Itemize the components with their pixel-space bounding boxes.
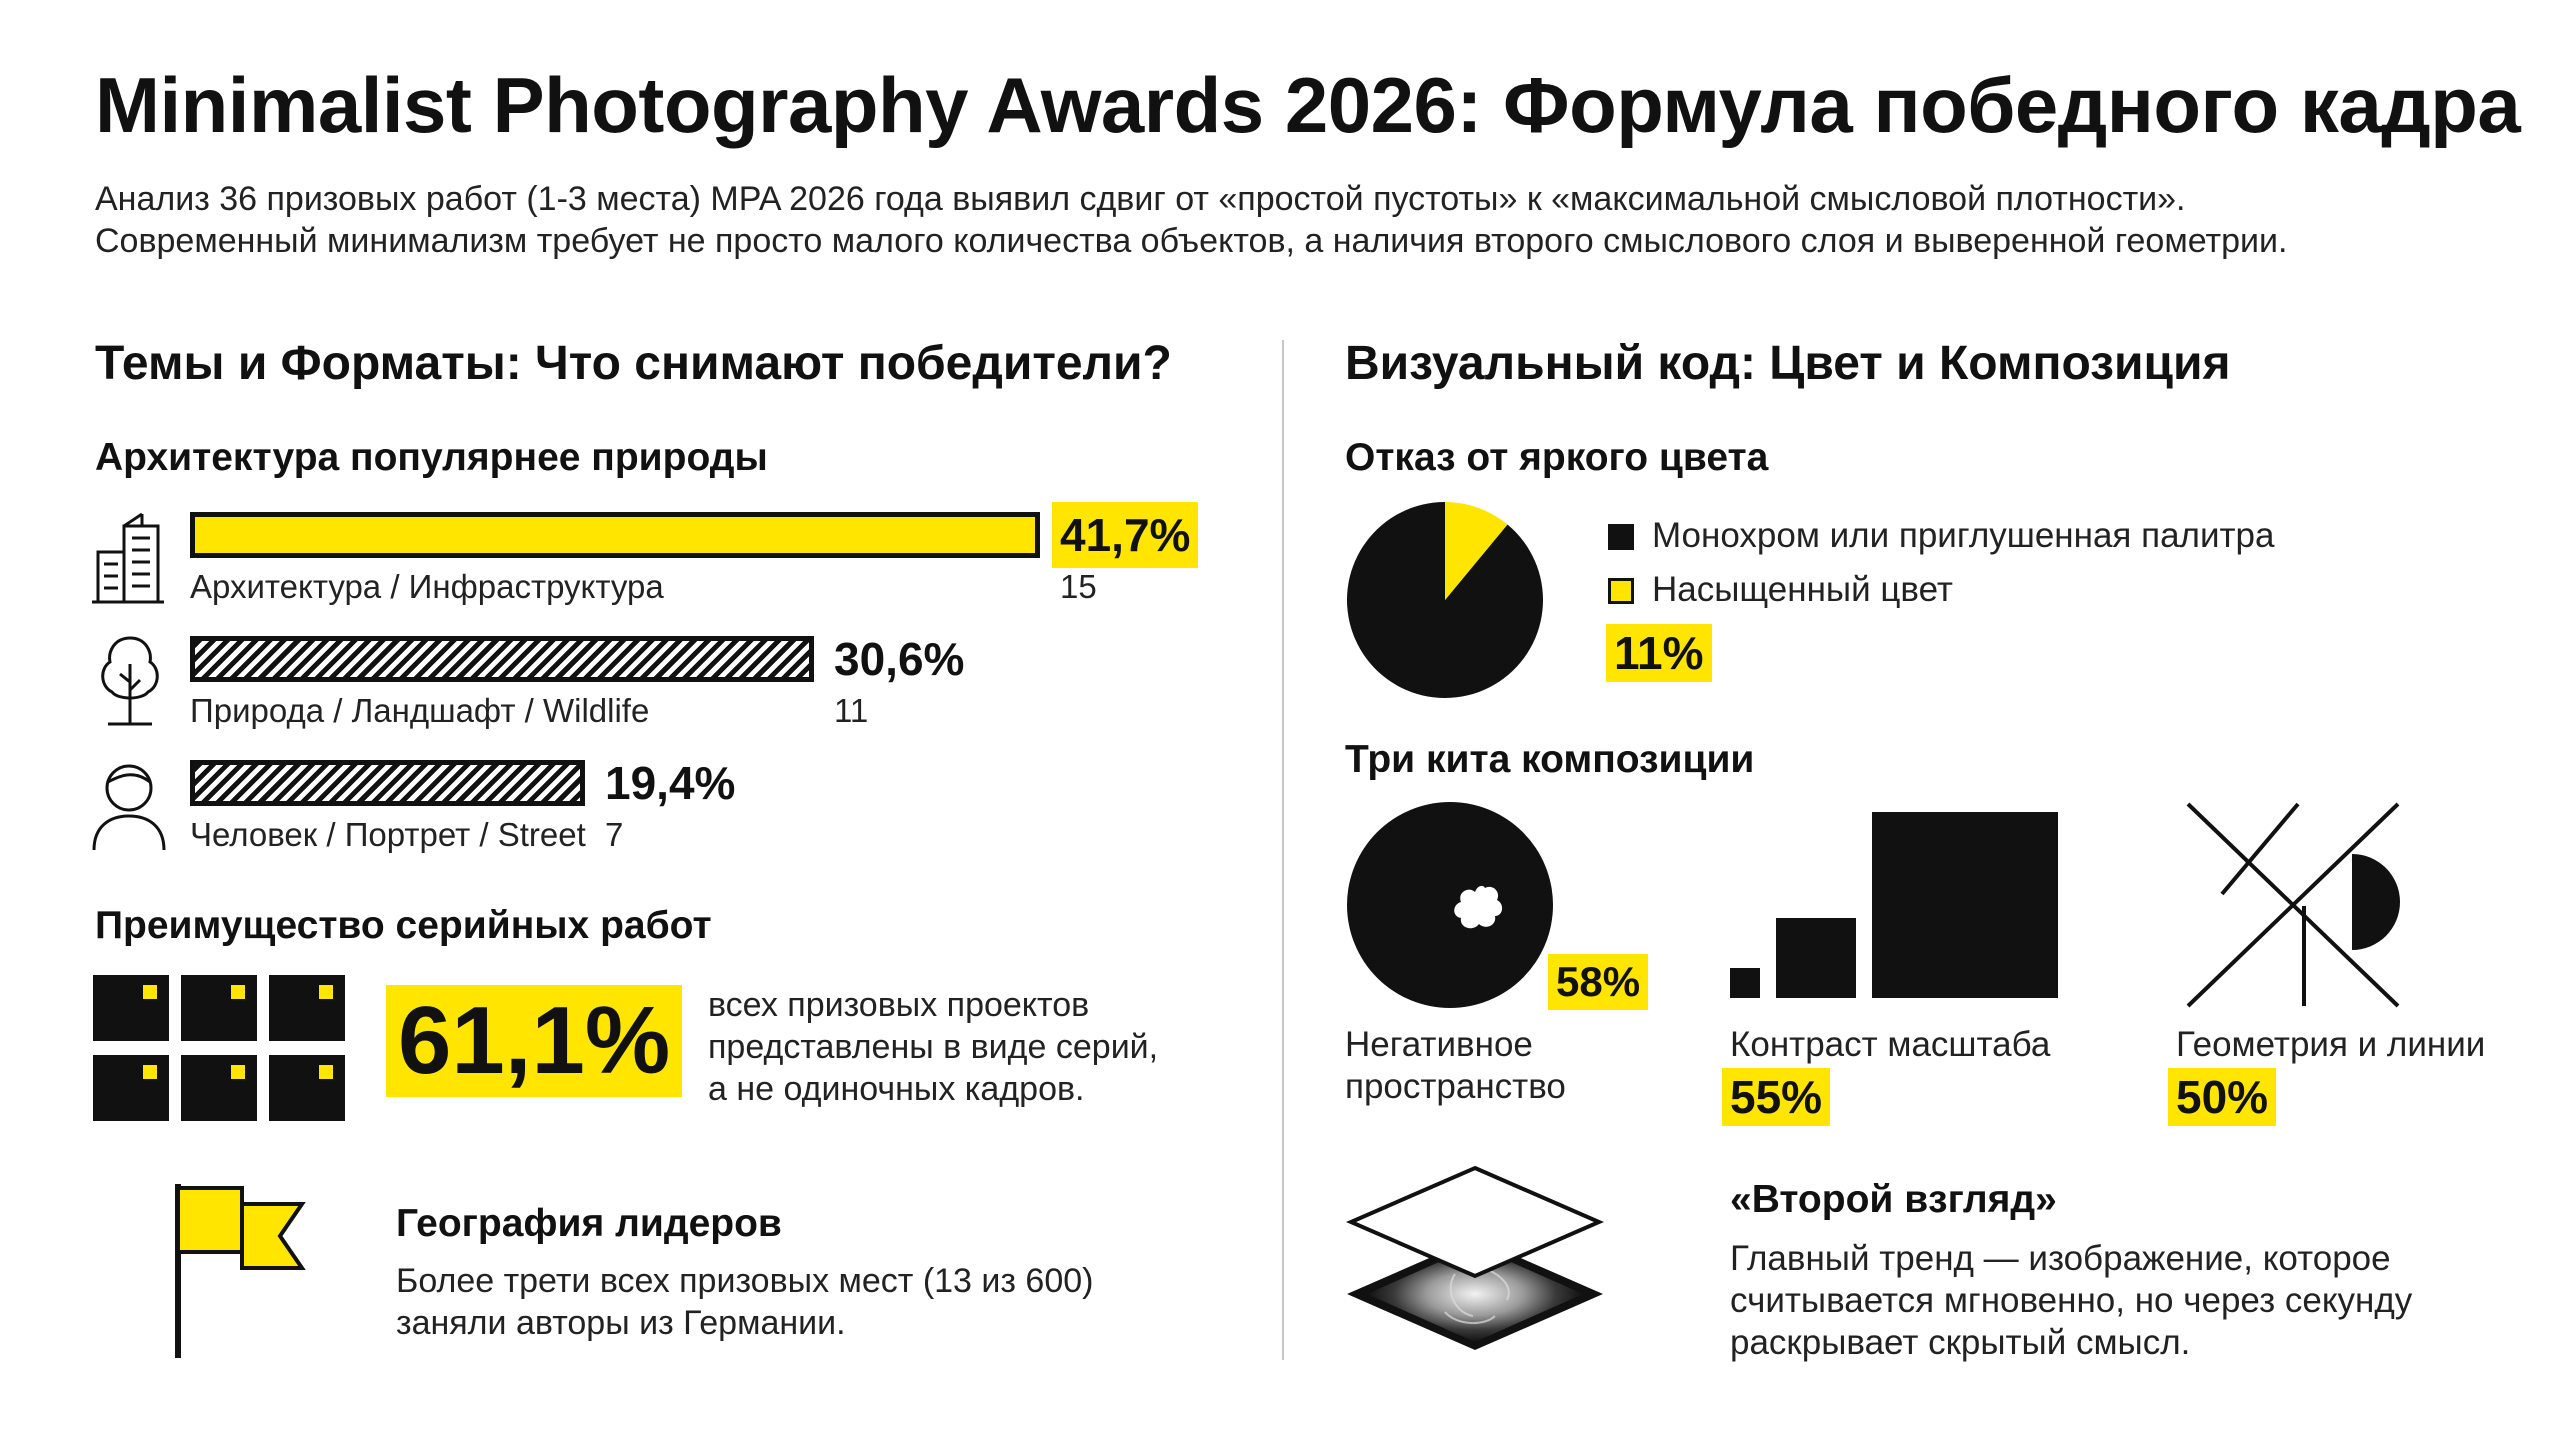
bar-0	[190, 512, 1040, 558]
bar-count-label-2: 7	[605, 816, 624, 853]
second-look-text-1: Главный тренд — изображение, которое	[1730, 1239, 2391, 1278]
series-value: 61,1%	[386, 985, 683, 1097]
series-text-line-1: всех призовых проектов	[708, 986, 1090, 1024]
legend-swatch-mono	[1608, 524, 1634, 550]
flag-icon	[175, 1184, 306, 1358]
column-divider	[1282, 340, 1284, 1360]
bar-category-label-0: Архитектура / Инфраструктура	[190, 568, 664, 605]
comp-negative-label-2: пространство	[1345, 1067, 1566, 1106]
subject-title: Архитектура популярнее природы	[95, 436, 768, 479]
color-title: Отказ от яркого цвета	[1345, 436, 1769, 479]
bar-category-label-2: Человек / Портрет / Street	[190, 816, 586, 853]
second-look-text-3: раскрывает скрытый смысл.	[1730, 1323, 2191, 1362]
layers-icon	[1345, 1165, 1605, 1350]
legend-mono: Монохром или приглушенная палитра	[1652, 516, 2275, 555]
scale-contrast-icon	[1730, 812, 2058, 998]
comp-scale-pct: 55%	[1722, 1068, 1831, 1126]
geo-text-line-1: Более трети всех призовых мест (13 из 60…	[396, 1262, 1094, 1300]
comp-title: Три кита композиции	[1345, 738, 1755, 781]
color-pct: 11%	[1606, 624, 1712, 682]
page-title: Minimalist Photography Awards 2026: Форм…	[95, 61, 2521, 149]
building-icon	[92, 512, 164, 604]
intro-line-1: Анализ 36 призовых работ (1-3 места) MPA…	[95, 180, 2186, 218]
bar-1	[190, 636, 814, 682]
comp-negative-label-1: Негативное	[1345, 1025, 1533, 1064]
geometry-lines-icon	[2186, 802, 2400, 1008]
legend-swatch-color	[1608, 578, 1634, 604]
legend-color: Насыщенный цвет	[1652, 570, 1953, 609]
second-look-text-2: считывается мгновенно, но через секунду	[1730, 1281, 2413, 1320]
bar-category-label-1: Природа / Ландшафт / Wildlife	[190, 692, 650, 729]
comp-geometry-label: Геометрия и линии	[2176, 1025, 2486, 1064]
tree-icon	[101, 636, 159, 726]
comp-negative-pct: 58%	[1548, 954, 1649, 1010]
person-icon	[92, 764, 166, 851]
geo-title: География лидеров	[396, 1202, 782, 1245]
negative-space-icon	[1347, 802, 1553, 1008]
left-section-title: Темы и Форматы: Что снимают победители?	[95, 337, 1172, 390]
bar-2	[190, 760, 585, 806]
right-section-title: Визуальный код: Цвет и Композиция	[1345, 337, 2231, 390]
comp-scale-label: Контраст масштаба	[1730, 1025, 2051, 1064]
bar-value-label-2: 19,4%	[605, 757, 736, 809]
bar-value-label-1: 30,6%	[834, 633, 965, 685]
series-text-line-2: представлены в виде серий,	[708, 1028, 1159, 1066]
bar-count-label-0: 15	[1060, 568, 1097, 605]
bar-count-label-1: 11	[834, 692, 869, 729]
comp-geometry-pct: 50%	[2168, 1068, 2277, 1126]
series-text-line-3: а не одиночных кадров.	[708, 1070, 1085, 1108]
bar-value-label-0: 41,7%	[1052, 502, 1199, 568]
pie-slice-1	[1445, 502, 1508, 600]
second-look-title: «Второй взгляд»	[1730, 1178, 2057, 1221]
pie-icon	[1347, 502, 1543, 698]
geo-text-line-2: заняли авторы из Германии.	[396, 1304, 846, 1342]
series-title: Преимущество серийных работ	[95, 904, 712, 947]
intro-line-2: Современный минимализм требует не просто…	[95, 222, 2288, 260]
